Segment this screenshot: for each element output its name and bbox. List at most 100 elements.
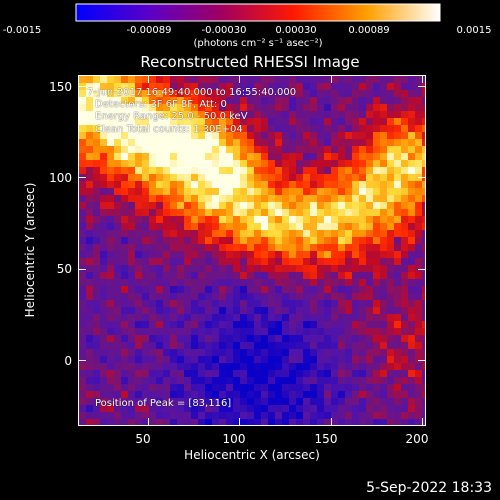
heatmap-cell bbox=[156, 223, 164, 231]
heatmap-cell bbox=[352, 118, 360, 126]
heatmap-cell bbox=[93, 342, 101, 350]
heatmap-cell bbox=[310, 97, 318, 105]
heatmap-cell bbox=[93, 90, 101, 98]
heatmap-cell bbox=[198, 398, 206, 406]
heatmap-cell bbox=[100, 419, 108, 425]
heatmap-cell bbox=[387, 265, 395, 273]
heatmap-cell bbox=[205, 216, 213, 224]
heatmap-cell bbox=[240, 419, 248, 425]
heatmap-cell bbox=[282, 174, 290, 182]
heatmap-cell bbox=[93, 412, 101, 420]
heatmap-cell bbox=[296, 237, 304, 245]
heatmap-cell bbox=[380, 300, 388, 308]
heatmap-cell bbox=[170, 167, 178, 175]
heatmap-cell bbox=[254, 188, 262, 196]
heatmap-cell bbox=[310, 216, 318, 224]
heatmap-cell bbox=[296, 118, 304, 126]
heatmap-cell bbox=[240, 265, 248, 273]
heatmap-cell bbox=[177, 272, 185, 280]
heatmap-cell bbox=[247, 76, 255, 84]
heatmap-cell bbox=[275, 328, 283, 336]
heatmap-cell bbox=[128, 370, 136, 378]
heatmap-cell bbox=[226, 293, 234, 301]
heatmap-cell bbox=[373, 83, 381, 91]
heatmap-cell bbox=[268, 209, 276, 217]
heatmap-cell bbox=[338, 125, 346, 133]
heatmap-cell bbox=[226, 321, 234, 329]
heatmap-cell bbox=[135, 188, 143, 196]
heatmap-cell bbox=[219, 237, 227, 245]
heatmap-cell bbox=[135, 104, 143, 112]
heatmap-cell bbox=[100, 244, 108, 252]
heatmap-cell bbox=[170, 230, 178, 238]
heatmap-cell bbox=[261, 202, 269, 210]
heatmap-cell bbox=[212, 223, 220, 231]
heatmap-cell bbox=[107, 146, 115, 154]
heatmap-cell bbox=[254, 216, 262, 224]
heatmap-cell bbox=[226, 412, 234, 420]
heatmap-cell bbox=[268, 300, 276, 308]
heatmap-cell bbox=[177, 97, 185, 105]
heatmap-cell bbox=[387, 167, 395, 175]
heatmap-cell bbox=[142, 160, 150, 168]
heatmap-cell bbox=[268, 90, 276, 98]
heatmap-cell bbox=[282, 188, 290, 196]
heatmap-cell bbox=[170, 181, 178, 189]
heatmap-cell bbox=[387, 216, 395, 224]
heatmap-cell bbox=[373, 398, 381, 406]
heatmap-cell bbox=[359, 202, 367, 210]
heatmap-cell bbox=[135, 391, 143, 399]
heatmap-cell bbox=[226, 209, 234, 217]
heatmap-cell bbox=[226, 286, 234, 294]
heatmap-cell bbox=[387, 160, 395, 168]
heatmap-cell bbox=[331, 377, 339, 385]
heatmap-cell bbox=[205, 125, 213, 133]
heatmap-cell bbox=[198, 370, 206, 378]
heatmap-cell bbox=[338, 202, 346, 210]
heatmap-cell bbox=[184, 104, 192, 112]
heatmap-cell bbox=[310, 293, 318, 301]
heatmap-cell bbox=[261, 307, 269, 315]
heatmap-cell bbox=[338, 90, 346, 98]
heatmap-cell bbox=[310, 314, 318, 322]
heatmap-cell bbox=[212, 272, 220, 280]
heatmap-cell bbox=[373, 181, 381, 189]
heatmap-cell bbox=[324, 76, 332, 84]
heatmap-cell bbox=[373, 265, 381, 273]
heatmap-cell bbox=[121, 118, 129, 126]
heatmap-cell bbox=[282, 279, 290, 287]
heatmap-cell bbox=[100, 195, 108, 203]
heatmap-cell bbox=[247, 83, 255, 91]
heatmap-cell bbox=[303, 314, 311, 322]
heatmap-cell bbox=[226, 153, 234, 161]
heatmap-cell bbox=[198, 349, 206, 357]
heatmap-cell bbox=[233, 188, 241, 196]
heatmap-cell bbox=[198, 307, 206, 315]
heatmap-cell bbox=[170, 377, 178, 385]
heatmap-cell bbox=[268, 307, 276, 315]
heatmap-cell bbox=[324, 321, 332, 329]
heatmap-cell bbox=[310, 251, 318, 259]
heatmap-cell bbox=[275, 286, 283, 294]
heatmap-cell bbox=[177, 76, 185, 84]
heatmap-cell bbox=[415, 328, 423, 336]
heatmap-cell bbox=[177, 342, 185, 350]
heatmap-cell bbox=[261, 167, 269, 175]
heatmap-cell bbox=[359, 349, 367, 357]
heatmap-cell bbox=[394, 160, 402, 168]
heatmap-cell bbox=[303, 125, 311, 133]
heatmap-cell bbox=[107, 419, 115, 425]
heatmap-cell bbox=[373, 370, 381, 378]
heatmap-cell bbox=[121, 195, 129, 203]
heatmap-cell bbox=[163, 384, 171, 392]
heatmap-cell bbox=[366, 279, 374, 287]
heatmap-cell bbox=[303, 335, 311, 343]
heatmap-cell bbox=[366, 237, 374, 245]
heatmap-cell bbox=[79, 286, 87, 294]
heatmap-cell bbox=[387, 104, 395, 112]
heatmap-cell bbox=[184, 286, 192, 294]
heatmap-cell bbox=[121, 188, 129, 196]
heatmap-cell bbox=[142, 202, 150, 210]
heatmap-cell bbox=[408, 188, 416, 196]
heatmap-cell bbox=[247, 335, 255, 343]
